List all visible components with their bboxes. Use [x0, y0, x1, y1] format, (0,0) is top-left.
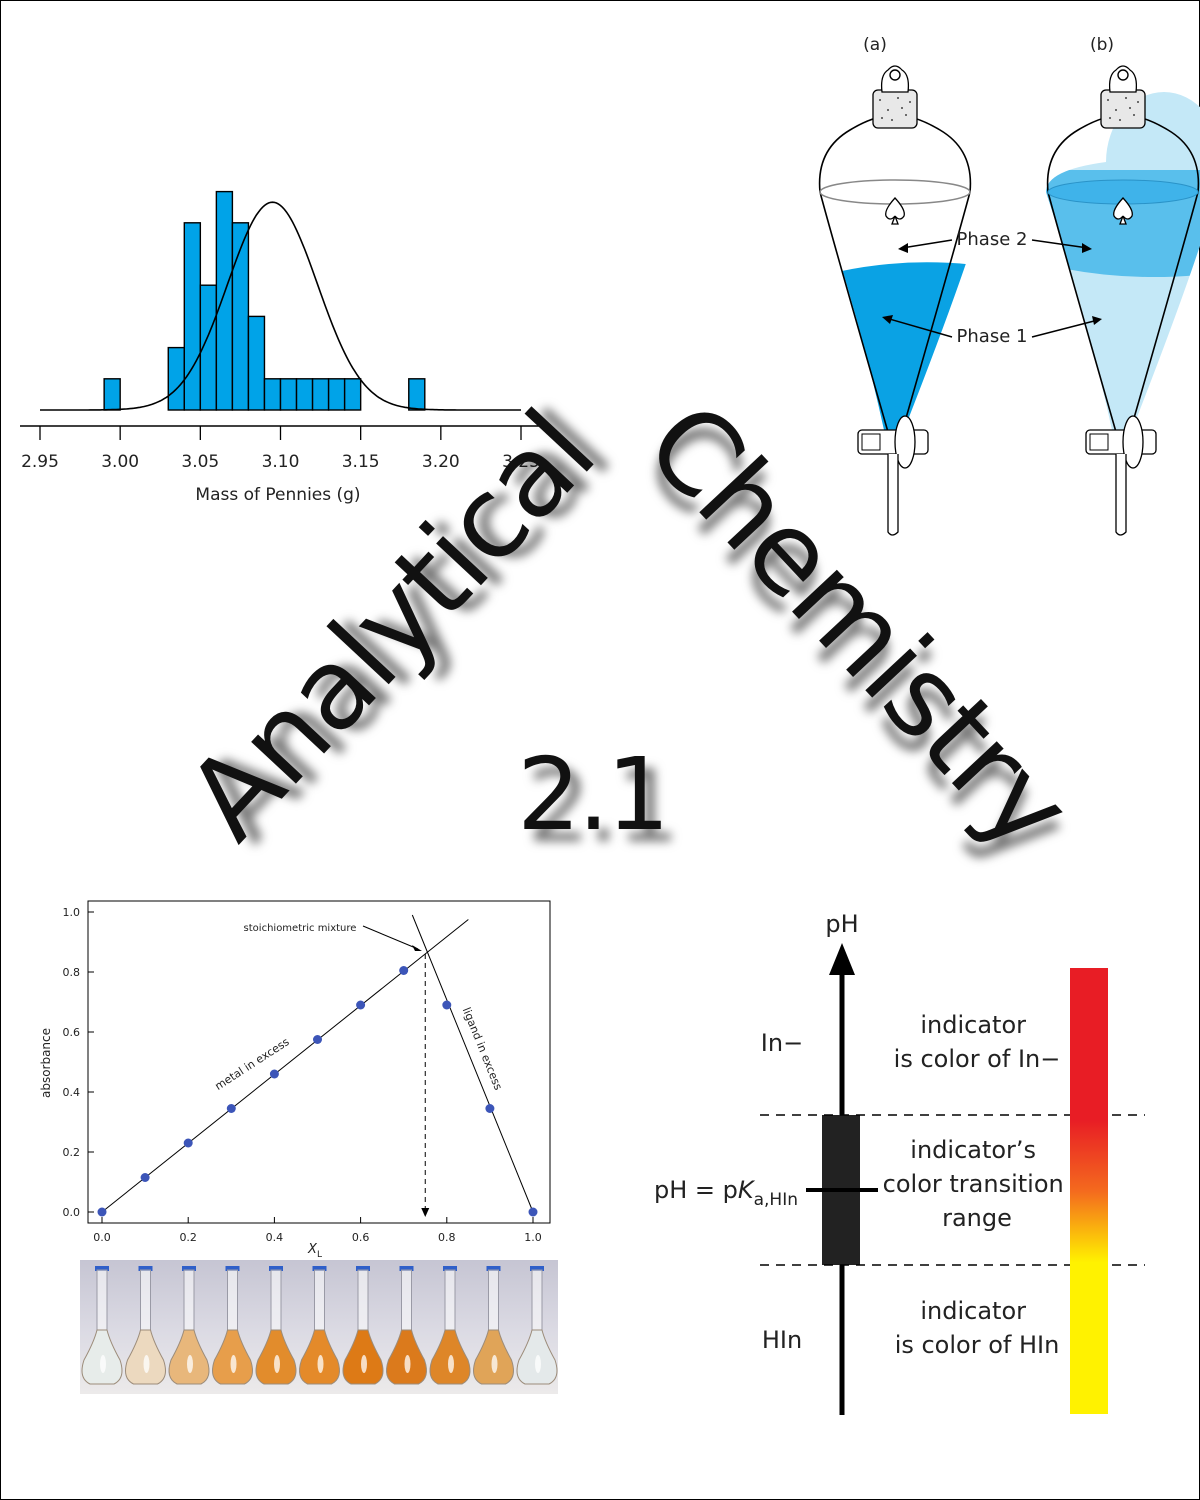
x-tick-label: 0.2: [179, 1231, 197, 1244]
x-axis-ticks: 2.95 3.00 3.05 3.10 3.15 3.20 3.25: [21, 426, 540, 472]
y-tick-label: 0.2: [63, 1146, 81, 1159]
x-tick-label: 0.4: [266, 1231, 284, 1244]
data-point: [226, 1104, 236, 1113]
histogram-bar: [183, 222, 202, 411]
histogram-bar: [311, 378, 330, 411]
y-axis-ticks: 0.0 0.2 0.4 0.6 0.8 1.0: [63, 906, 94, 1219]
data-points: [97, 966, 538, 1217]
flask: [168, 1266, 210, 1385]
x-tick-label: 0.0: [93, 1231, 111, 1244]
data-point: [399, 966, 409, 975]
flask: [429, 1266, 471, 1385]
x-tick-label: 0.8: [438, 1231, 456, 1244]
phase-1-label: Phase 1: [957, 326, 1028, 347]
funnel-b-label: (b): [1090, 35, 1114, 55]
ph-axis-label: pH: [825, 910, 858, 938]
histogram-bar: [247, 315, 266, 411]
fit-lines: [101, 914, 534, 1217]
flask: [473, 1266, 514, 1385]
x-tick-label: 1.0: [524, 1231, 542, 1244]
x-tick-label: 3.10: [262, 452, 300, 472]
job-xlabel: XL: [307, 1242, 322, 1260]
y-tick-label: 0.6: [63, 1026, 81, 1039]
data-point: [485, 1104, 495, 1113]
histogram-bar: [263, 378, 282, 411]
histogram-bar: [327, 378, 346, 411]
histogram-bars: [103, 190, 426, 411]
hin-label: HIn: [762, 1326, 802, 1354]
histogram-bar: [343, 378, 362, 411]
stoichiometric-label: stoichiometric mixture: [244, 923, 357, 934]
job-ylabel: absorbance: [39, 1028, 53, 1098]
data-point: [356, 1000, 366, 1010]
edition-number: 2.1: [517, 736, 670, 853]
data-point: [183, 1138, 193, 1148]
mid-region-text: indicator’s color transition range: [883, 1136, 1072, 1232]
ph-indicator-diagram: pH In− HIn pH = pKa,HIn indicator is col…: [654, 910, 1145, 1415]
x-tick-label: 3.25: [502, 452, 540, 472]
stoichiometric-arrow-head: [421, 1208, 430, 1217]
histogram-bar: [408, 378, 426, 411]
histogram-bar: [215, 190, 234, 411]
phase-2-label: Phase 2: [957, 229, 1028, 250]
ph-axis-arrow-icon: [829, 943, 855, 975]
data-point: [269, 1069, 279, 1079]
x-tick-label: 3.20: [422, 452, 460, 472]
histogram-bar: [103, 378, 121, 411]
in-minus-label: In−: [761, 1029, 803, 1057]
flask: [342, 1266, 384, 1385]
separatory-funnels: (a) (b): [818, 35, 1200, 536]
normal-curve: [40, 201, 521, 411]
flask: [516, 1266, 558, 1385]
x-tick-label: 3.00: [101, 452, 139, 472]
funnel-a: [818, 65, 994, 536]
histogram-bar: [279, 378, 298, 411]
y-tick-label: 0.0: [63, 1206, 81, 1219]
funnel-a-spade-icon: [885, 197, 905, 225]
stoichiometric-arrow: [362, 925, 419, 950]
top-region-text: indicator is color of In−: [894, 1011, 1061, 1073]
flask: [299, 1266, 340, 1385]
funnel-b: [1046, 65, 1200, 536]
x-tick-label: 2.95: [21, 452, 59, 472]
plot-frame: [87, 900, 551, 1224]
funnel-b-spade-icon: [1113, 197, 1133, 225]
flask: [386, 1266, 427, 1385]
bottom-region-text: indicator is color of HIn: [895, 1297, 1060, 1359]
flasks-photo: [80, 1260, 558, 1394]
job-plot-chart: 0.0 0.2 0.4 0.6 0.8 1.0 0.0 0.2 0.4 0.6 0.8 1.0 ab…: [39, 900, 551, 1260]
flask: [81, 1266, 123, 1385]
x-tick-label: 0.6: [352, 1231, 370, 1244]
data-point: [313, 1035, 322, 1044]
pka-label: pH = pKa,HIn: [654, 1176, 798, 1210]
histogram-xlabel: Mass of Pennies (g): [195, 485, 360, 505]
funnel-a-label: (a): [863, 35, 887, 55]
data-point: [528, 1207, 538, 1217]
color-gradient-bar: [1070, 968, 1108, 1414]
x-tick-label: 3.05: [181, 452, 219, 472]
flask: [125, 1266, 166, 1385]
x-tick-label: 3.15: [342, 452, 380, 472]
histogram-bar: [295, 378, 314, 411]
x-axis-ticks: 0.0 0.2 0.4 0.6 0.8 1.0: [93, 1217, 542, 1244]
data-point: [97, 1207, 107, 1217]
metal-excess-line: [101, 919, 469, 1213]
metal-excess-label: metal in excess: [213, 1035, 292, 1093]
data-point: [140, 1173, 150, 1182]
phase-arrows: [882, 239, 1102, 338]
data-point: [442, 1000, 452, 1010]
y-tick-label: 1.0: [63, 906, 81, 919]
flask: [212, 1266, 253, 1385]
ligand-excess-line: [411, 914, 534, 1213]
histogram-chart: 2.95 3.00 3.05 3.10 3.15 3.20 3.25 Mass of Pen…: [20, 190, 540, 505]
histogram-bar: [167, 346, 185, 411]
y-tick-label: 0.4: [63, 1086, 81, 1099]
flask: [255, 1266, 297, 1385]
y-tick-label: 0.8: [63, 966, 81, 979]
